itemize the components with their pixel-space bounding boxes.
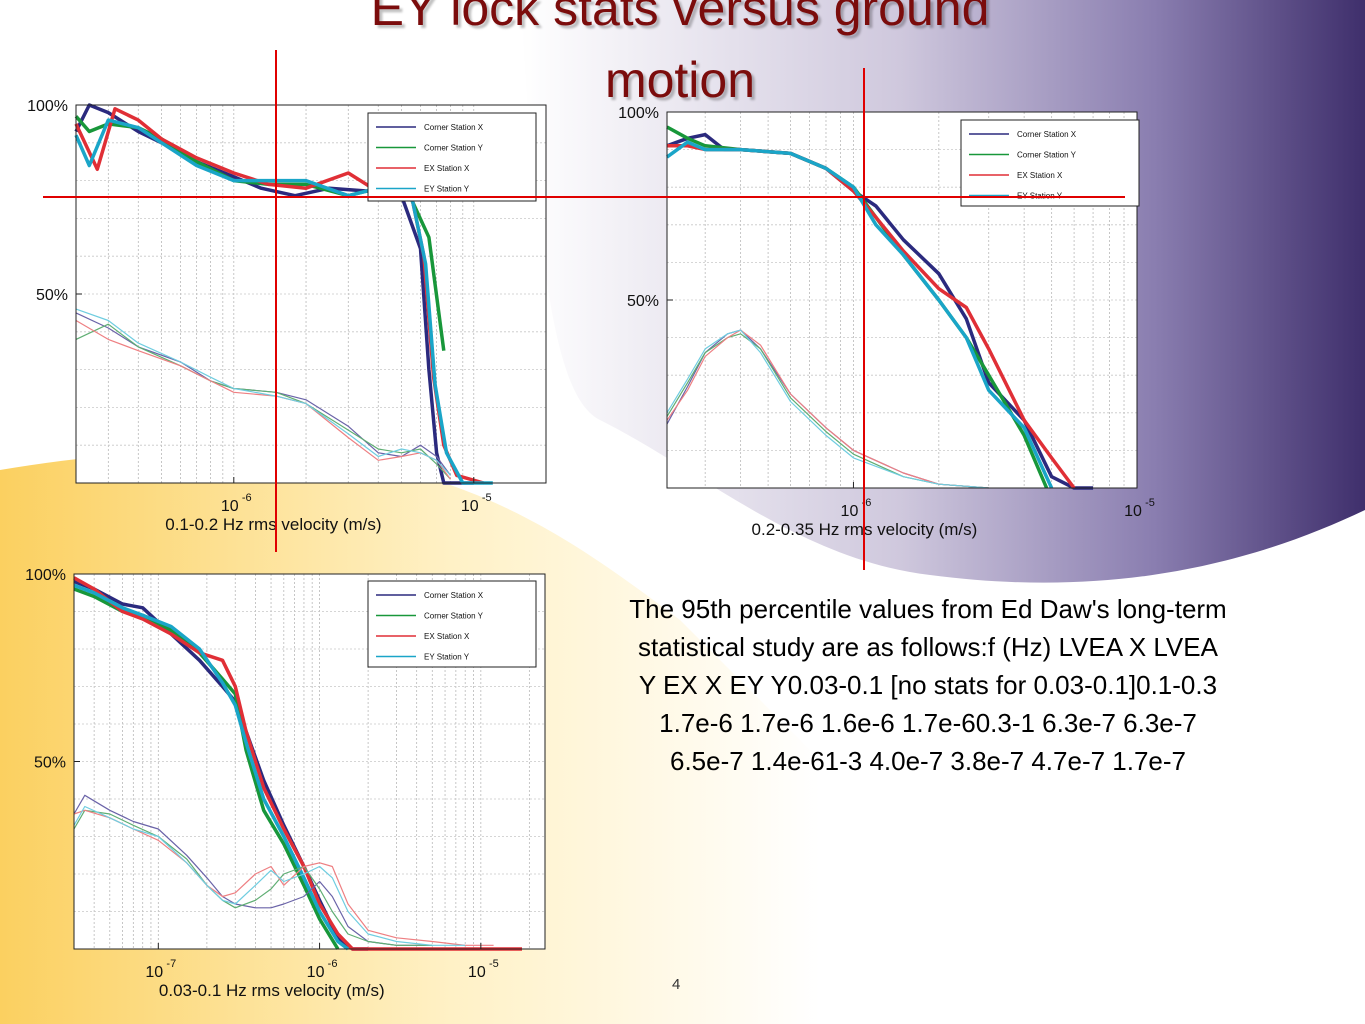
series-line: [73, 809, 433, 946]
x-tick-exponent: -6: [328, 958, 338, 970]
y-tick-label: 100%: [25, 567, 66, 584]
legend-entry: Corner Station Y: [424, 612, 484, 621]
series-line: [73, 805, 466, 946]
x-tick-label: 10: [1124, 503, 1142, 520]
x-tick-exponent: -7: [166, 958, 176, 970]
y-tick-label: 100%: [27, 98, 68, 115]
y-tick-label: 50%: [36, 287, 68, 304]
x-axis-label: 0.1-0.2 Hz rms velocity (m/s): [165, 515, 381, 534]
legend-entry: Corner Station X: [424, 591, 484, 600]
x-axis-label: 0.03-0.1 Hz rms velocity (m/s): [159, 981, 385, 1000]
x-tick-exponent: -6: [242, 492, 252, 504]
crosshair-horizontal: [43, 196, 1125, 198]
legend-entry: Corner Station Y: [424, 144, 484, 153]
y-tick-label: 50%: [34, 755, 66, 772]
x-tick-exponent: -5: [482, 492, 492, 504]
chart-bottom-left: 50%100%10 -7 10 -6 10 -50.03-0.1 Hz rms veloc…: [25, 567, 546, 1000]
series-line: [73, 576, 522, 951]
slide-title-line2: motion: [604, 52, 756, 108]
y-tick-label: 100%: [618, 105, 659, 122]
x-tick-label: 10: [841, 503, 859, 520]
legend-entry: EX Station X: [1017, 171, 1063, 180]
chart-top-left: 50%100%10 -6 10 -50.1-0.2 Hz rms velocity (…: [27, 98, 547, 534]
x-tick-label: 10: [221, 498, 239, 515]
x-tick-exponent: -6: [862, 497, 872, 509]
legend-entry: EY Station Y: [424, 185, 470, 194]
page-number: 4: [672, 976, 681, 993]
series-line: [666, 132, 1094, 490]
x-tick-label: 10: [307, 964, 325, 981]
slide-title-line1: EY lock stats versus ground: [370, 0, 990, 36]
percentile-note: The 95th percentile values from Ed Daw's…: [629, 594, 1227, 776]
legend-entry: Corner Station X: [424, 123, 484, 132]
series-line: [666, 329, 989, 489]
series-line: [73, 583, 350, 951]
legend-entry: EX Station X: [424, 164, 470, 173]
series-line: [73, 794, 433, 946]
chart-top-right: 50%100%10 -6 10 -50.2-0.35 Hz rms velocity …: [618, 105, 1155, 539]
series-line: [75, 323, 451, 480]
x-tick-label: 10: [145, 964, 163, 981]
y-tick-label: 50%: [627, 293, 659, 310]
series-line: [74, 118, 493, 485]
x-tick-exponent: -5: [489, 958, 499, 970]
x-tick-exponent: -5: [1145, 497, 1155, 509]
series-line: [75, 308, 451, 476]
crosshair-vertical-left: [275, 50, 277, 552]
x-tick-label: 10: [468, 964, 486, 981]
series-line: [666, 329, 989, 489]
slide-title: EY lock stats versus ground motion: [240, 0, 1120, 116]
crosshair-vertical-right: [863, 68, 865, 570]
legend-entry: Corner Station Y: [1017, 151, 1077, 160]
legend-entry: EX Station X: [424, 632, 470, 641]
legend-entry: EY Station Y: [424, 653, 470, 662]
series-line: [73, 809, 494, 946]
legend-entry: Corner Station X: [1017, 130, 1077, 139]
x-tick-label: 10: [461, 498, 479, 515]
